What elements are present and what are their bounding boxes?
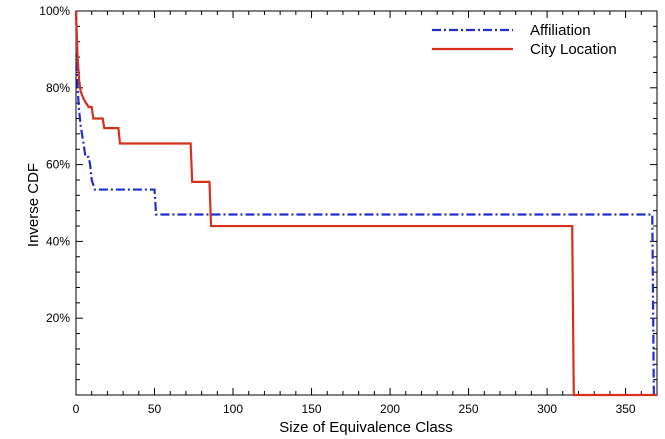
x-axis-title: Size of Equivalence Class [279,419,452,436]
series-line-affiliation [74,10,655,396]
x-tick-label: 300 [537,402,557,416]
plot-frame [75,10,658,396]
x-tick-label: 0 [73,402,80,416]
x-tick-label: 250 [459,402,479,416]
y-tick-label: 60% [46,158,70,172]
series-line-city-location [74,10,657,397]
y-tick-label: 80% [46,81,70,95]
legend-label: Affiliation [530,22,591,39]
legend-label: City Location [530,41,617,58]
y-axis-title: Inverse CDF [25,163,42,247]
x-tick-label: 150 [302,402,322,416]
y-tick-label: 40% [46,234,70,248]
x-tick-label: 50 [148,402,162,416]
x-tick-label: 200 [380,402,400,416]
y-tick-label: 100% [39,4,70,18]
y-tick-label: 20% [46,311,70,325]
x-tick-label: 350 [616,402,636,416]
x-tick-label: 100 [223,402,243,416]
